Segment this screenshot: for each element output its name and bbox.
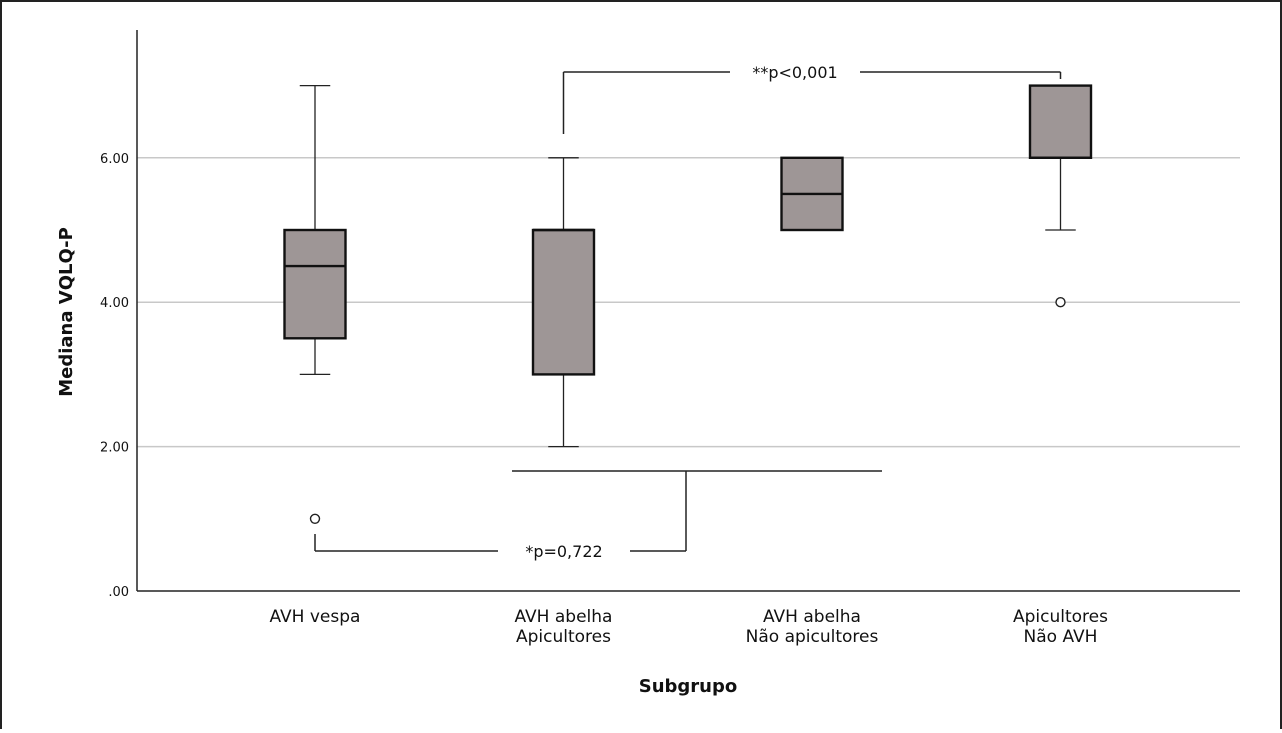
annotations: **p<0,001 *p=0,722 xyxy=(314,63,1062,561)
outlier-point xyxy=(1055,297,1066,308)
x-category-label: AVH abelha xyxy=(515,607,613,627)
significance-bracket-bottom: *p=0,722 xyxy=(314,470,882,561)
x-axis-label: Subgrupo xyxy=(639,676,738,697)
box-iqr xyxy=(1028,84,1093,159)
boxes xyxy=(283,84,1093,524)
x-category-label: AVH abelha xyxy=(763,607,861,627)
x-category-label: Não AVH xyxy=(1024,627,1098,647)
box-group xyxy=(780,156,844,232)
box-group xyxy=(283,84,347,524)
y-tick-label: 6.00 xyxy=(100,152,129,167)
box-group xyxy=(531,157,596,448)
y-tick-label: 4.00 xyxy=(100,296,129,311)
x-category-label: AVH vespa xyxy=(270,607,361,627)
box-iqr xyxy=(283,228,347,340)
axes xyxy=(136,30,1240,592)
outlier-point xyxy=(309,513,321,524)
box-group xyxy=(1028,84,1093,308)
x-category-label: Apicultores xyxy=(516,627,611,647)
y-tick-label: .00 xyxy=(108,585,129,600)
x-category-label: Apicultores xyxy=(1013,607,1108,627)
p-value-label: *p=0,722 xyxy=(525,542,602,561)
y-tick-labels: .00 2.00 4.00 6.00 xyxy=(100,152,129,600)
significance-bracket-top: **p<0,001 xyxy=(562,63,1062,134)
x-category-label: Não apicultores xyxy=(746,627,879,647)
y-tick-label: 2.00 xyxy=(100,441,129,456)
box-iqr xyxy=(531,228,596,376)
y-axis-label: Mediana VQLQ-P xyxy=(56,227,77,397)
p-value-label: **p<0,001 xyxy=(752,63,837,82)
